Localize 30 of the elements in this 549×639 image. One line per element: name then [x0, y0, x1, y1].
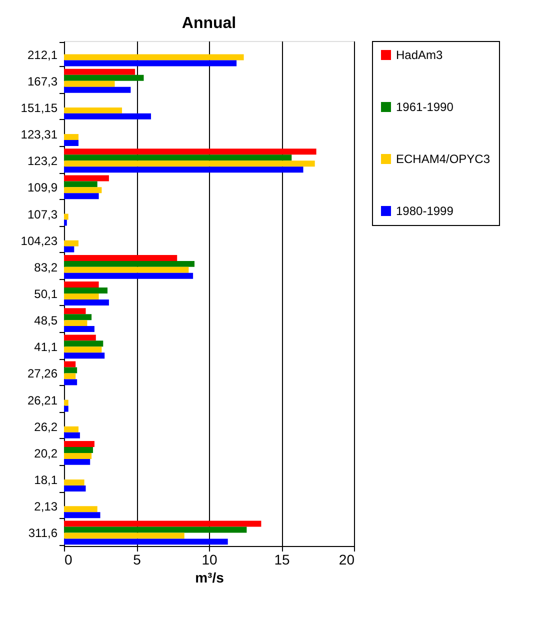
x-tick-label: 0 — [64, 552, 72, 568]
chart-title: Annual — [182, 15, 236, 32]
y-tick-label: 311,6 — [28, 526, 58, 540]
y-tick-label: 18,1 — [34, 473, 58, 488]
y-tick-label: 50,1 — [34, 287, 58, 301]
y-tick-label: 27,26 — [27, 366, 58, 381]
legend-label: ECHAM4/OPYC3 — [396, 152, 490, 166]
y-tick-label: 20,2 — [34, 446, 58, 460]
y-tick-label: 104,23 — [20, 234, 58, 248]
y-tick-label: 212,1 — [27, 48, 58, 62]
x-tick-label: 15 — [274, 552, 290, 568]
y-tick-label: 167,3 — [27, 74, 58, 88]
y-tick-label: 109,9 — [27, 180, 58, 195]
x-axis-title: m³/s — [195, 570, 224, 586]
y-tick-label: 26,21 — [27, 393, 58, 408]
legend-label: 1961-1990 — [396, 100, 454, 114]
legend-label: HadAm3 — [396, 48, 444, 62]
x-tick-label: 10 — [202, 552, 218, 568]
y-tick-label: 2,13 — [34, 500, 58, 514]
y-tick-label: 123,2 — [27, 154, 58, 168]
legend-label: 1980-1999 — [396, 204, 454, 218]
y-tick-label: 123,31 — [20, 128, 58, 142]
y-tick-label: 48,5 — [34, 314, 58, 328]
y-tick-label: 107,3 — [27, 207, 58, 222]
y-tick-label: 151,15 — [20, 100, 58, 115]
y-tick-label: 41,1 — [34, 340, 58, 354]
x-tick-label: 5 — [133, 552, 142, 568]
x-tick-label: 20 — [338, 552, 355, 568]
y-tick-label: 26,2 — [34, 420, 58, 434]
y-tick-label: 83,2 — [34, 260, 58, 274]
